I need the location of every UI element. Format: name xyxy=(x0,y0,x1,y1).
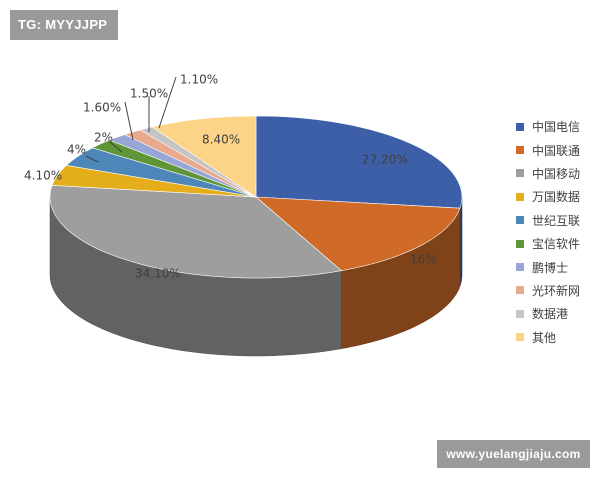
legend-swatch-8 xyxy=(516,309,524,318)
legend-swatch-4 xyxy=(516,216,524,225)
data-label-8: 1.10% xyxy=(180,73,218,87)
legend-label-0: 中国电信 xyxy=(532,120,581,135)
legend-swatch-6 xyxy=(516,263,524,272)
tg-watermark: TG: MYYJJPP xyxy=(10,10,118,40)
data-label-3: 4.10% xyxy=(24,169,62,183)
legend-swatch-3 xyxy=(516,192,524,201)
legend-item-9: 其他 xyxy=(516,326,580,349)
data-label-7: 1.50% xyxy=(130,87,168,101)
legend-swatch-0 xyxy=(516,122,524,131)
legend-item-8: 数据港 xyxy=(516,302,580,325)
slice-9 xyxy=(151,115,257,198)
data-label-6: 1.60% xyxy=(83,101,121,115)
leader-line-5 xyxy=(109,141,123,153)
legend-item-6: 鹏博士 xyxy=(516,255,580,278)
legend-label-7: 光环新网 xyxy=(532,283,581,298)
data-label-0: 27.20% xyxy=(362,153,408,167)
legend-swatch-2 xyxy=(516,169,524,178)
legend-item-0: 中国电信 xyxy=(516,115,580,138)
leader-line-6 xyxy=(124,101,134,141)
legend-item-3: 万国数据 xyxy=(516,185,580,208)
legend-swatch-7 xyxy=(516,286,524,295)
legend-label-2: 中国移动 xyxy=(532,166,581,181)
legend-swatch-5 xyxy=(516,239,524,248)
legend-item-1: 中国联通 xyxy=(516,138,580,161)
slice-side-0 xyxy=(459,197,463,287)
legend-label-9: 其他 xyxy=(532,330,557,345)
legend-swatch-1 xyxy=(516,146,524,155)
slice-0 xyxy=(255,115,463,209)
legend-item-5: 宝信软件 xyxy=(516,232,580,255)
data-label-2: 34.10% xyxy=(135,267,181,281)
data-label-9: 8.40% xyxy=(202,133,240,147)
slice-2 xyxy=(49,184,343,279)
slice-1 xyxy=(255,196,461,272)
legend-label-3: 万国数据 xyxy=(532,190,581,205)
legend-item-7: 光环新网 xyxy=(516,279,580,302)
leader-line-8 xyxy=(158,76,177,129)
legend-swatch-9 xyxy=(516,333,524,342)
legend-label-1: 中国联通 xyxy=(532,143,581,158)
legend-label-6: 鹏博士 xyxy=(532,260,569,275)
legend-label-8: 数据港 xyxy=(532,307,569,322)
legend-label-5: 宝信软件 xyxy=(532,237,581,252)
legend-label-4: 世纪互联 xyxy=(532,213,581,228)
legend-item-2: 中国移动 xyxy=(516,162,580,185)
pie-labels: 27.20% 16% 34.10% 4.10% 4% 2% 1.60% 1.50% 1.10% 8… xyxy=(24,73,437,281)
data-label-5: 2% xyxy=(94,131,113,145)
pie-tops xyxy=(49,115,463,279)
site-watermark: www.yuelangjiaju.com xyxy=(437,440,590,468)
data-label-1: 16% xyxy=(410,253,437,267)
legend-item-4: 世纪互联 xyxy=(516,209,580,232)
leader-line-4 xyxy=(85,155,99,163)
legend: 中国电信中国联通中国移动万国数据世纪互联宝信软件鹏博士光环新网数据港其他 xyxy=(516,115,580,349)
data-label-4: 4% xyxy=(67,143,86,157)
